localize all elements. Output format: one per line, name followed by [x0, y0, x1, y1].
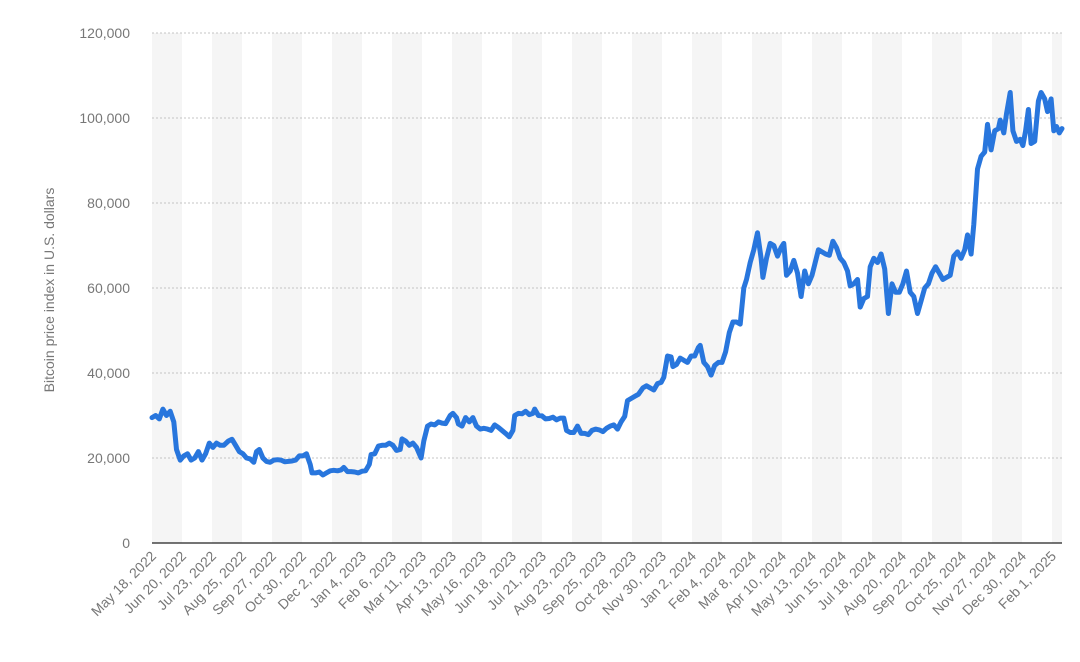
- y-tick-label: 100,000: [79, 110, 130, 126]
- y-tick-label: 20,000: [87, 450, 130, 466]
- y-tick-label: 120,000: [79, 25, 130, 41]
- price-line: [149, 90, 1065, 478]
- y-tick-label: 40,000: [87, 365, 130, 381]
- y-axis-tick-labels: 0 20,000 40,000 60,000 80,000 100,000 120,000: [79, 25, 130, 551]
- y-axis-label: Bitcoin price index in U.S. dollars: [41, 188, 57, 393]
- y-tick-label: 60,000: [87, 280, 130, 296]
- y-tick-label: 80,000: [87, 195, 130, 211]
- y-tick-label: 0: [122, 535, 130, 551]
